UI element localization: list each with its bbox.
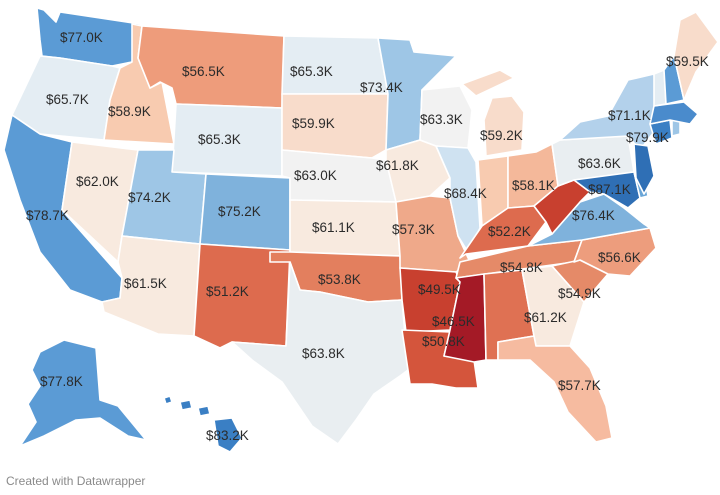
label-SD: $59.9K xyxy=(292,116,335,131)
state-MA[interactable] xyxy=(649,101,699,125)
us-choropleth-map: $77.0K $65.7K $78.7K $58.9K $62.0K $56.5… xyxy=(3,7,719,453)
state-NJ[interactable] xyxy=(633,143,655,195)
label-CA: $78.7K xyxy=(26,208,69,223)
state-FL[interactable] xyxy=(497,335,613,443)
label-TX: $63.8K xyxy=(302,346,345,361)
label-NV: $62.0K xyxy=(76,174,119,189)
label-TN: $54.8K xyxy=(500,260,543,275)
label-OH: $58.1K xyxy=(512,178,555,193)
label-KS: $61.1K xyxy=(312,220,355,235)
label-FL: $57.7K xyxy=(558,378,601,393)
label-HI: $83.2K xyxy=(206,428,249,443)
label-AZ: $61.5K xyxy=(124,276,167,291)
label-CO: $75.2K xyxy=(218,204,261,219)
state-HI[interactable] xyxy=(163,395,243,453)
label-OR: $65.7K xyxy=(46,92,89,107)
label-MD: $87.1K xyxy=(588,182,631,197)
label-VA: $76.4K xyxy=(572,208,615,223)
label-NE: $63.0K xyxy=(294,168,337,183)
label-IL: $68.4K xyxy=(444,186,487,201)
label-UT: $74.2K xyxy=(128,190,171,205)
label-WI: $63.3K xyxy=(420,112,463,127)
label-WY: $65.3K xyxy=(198,132,241,147)
label-MO: $57.3K xyxy=(392,222,435,237)
label-NM: $51.2K xyxy=(206,284,249,299)
label-NY: $71.1K xyxy=(608,108,651,123)
label-NC: $56.6K xyxy=(598,250,641,265)
label-ME: $59.5K xyxy=(666,54,709,69)
label-MS: $46.5K xyxy=(432,314,475,329)
label-AK: $77.8K xyxy=(40,374,83,389)
state-MI[interactable] xyxy=(461,69,525,157)
label-ID: $58.9K xyxy=(108,104,151,119)
label-KY: $52.2K xyxy=(488,224,531,239)
state-TX[interactable] xyxy=(231,261,409,445)
label-MN: $73.4K xyxy=(360,80,403,95)
label-SC: $54.9K xyxy=(558,286,601,301)
label-OK: $53.8K xyxy=(318,272,361,287)
label-AR: $49.5K xyxy=(418,282,461,297)
label-MA: $79.9K xyxy=(626,130,669,145)
datawrapper-credit: Created with Datawrapper xyxy=(6,474,146,488)
label-ND: $65.3K xyxy=(290,64,333,79)
state-ME[interactable] xyxy=(673,11,719,101)
label-MT: $56.5K xyxy=(182,64,225,79)
state-SD[interactable] xyxy=(281,93,389,159)
label-GA: $61.2K xyxy=(524,310,567,325)
state-AK[interactable] xyxy=(19,339,147,447)
label-PA: $63.6K xyxy=(578,156,621,171)
label-LA: $50.8K xyxy=(422,334,465,349)
label-WA: $77.0K xyxy=(60,30,103,45)
label-IA: $61.8K xyxy=(376,158,419,173)
label-MI: $59.2K xyxy=(480,128,523,143)
